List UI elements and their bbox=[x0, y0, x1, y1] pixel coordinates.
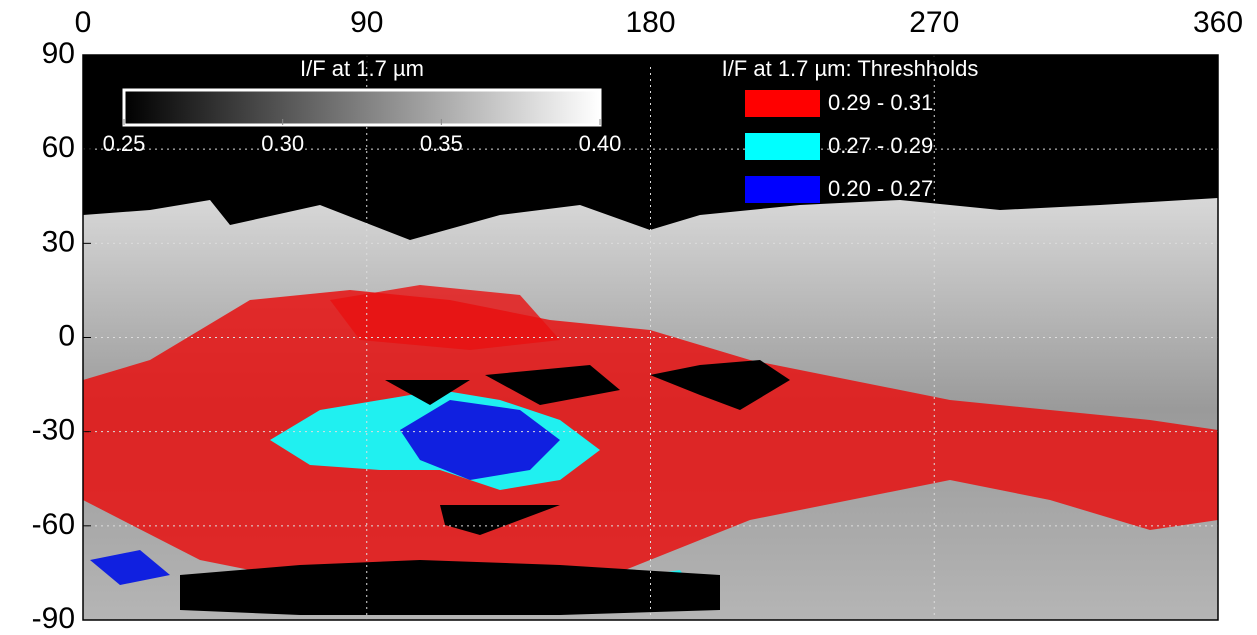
x-tick-label: 360 bbox=[1193, 6, 1243, 39]
x-tick-label: 90 bbox=[350, 6, 383, 39]
y-tick-label: -60 bbox=[32, 508, 75, 541]
y-tick-label: -30 bbox=[32, 414, 75, 447]
x-tick-label: 270 bbox=[909, 6, 959, 39]
legend-title: I/F at 1.7 µm: Threshholds bbox=[722, 56, 979, 81]
x-tick-label: 180 bbox=[625, 6, 675, 39]
colorbar-tick-label: 0.30 bbox=[261, 131, 304, 156]
colorbar-tick-label: 0.25 bbox=[103, 131, 146, 156]
y-tick-label: 90 bbox=[42, 37, 75, 70]
colorbar-tick-label: 0.40 bbox=[579, 131, 622, 156]
legend-label: 0.20 - 0.27 bbox=[828, 176, 933, 201]
y-tick-label: 60 bbox=[42, 131, 75, 164]
map-figure: I/F at 1.7 µm I/F at 1.7 µm: Threshholds… bbox=[0, 0, 1257, 635]
x-tick-label: 0 bbox=[75, 6, 92, 39]
legend-label: 0.29 - 0.31 bbox=[828, 90, 933, 115]
page: {"chart_data": {"type": "map", "xlim": [… bbox=[0, 0, 1257, 635]
y-tick-label: -90 bbox=[32, 602, 75, 635]
colorbar-tick-label: 0.35 bbox=[420, 131, 463, 156]
legend-swatch bbox=[745, 90, 820, 117]
y-tick-label: 0 bbox=[58, 319, 75, 352]
y-tick-label: 30 bbox=[42, 225, 75, 258]
colorbar-title: I/F at 1.7 µm bbox=[300, 56, 424, 81]
colorbar bbox=[124, 90, 600, 125]
legend-swatch bbox=[745, 133, 820, 160]
legend-label: 0.27 - 0.29 bbox=[828, 133, 933, 158]
legend-swatch bbox=[745, 176, 820, 203]
